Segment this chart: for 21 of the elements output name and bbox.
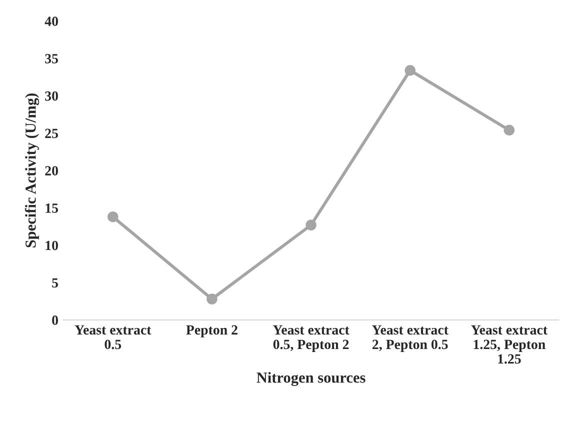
point: [206, 294, 218, 304]
x-tick-label: Yeast extract 2, Pepton 0.5: [372, 325, 448, 352]
point: [108, 211, 118, 222]
y-tick-label: 20: [45, 166, 58, 176]
x-tick-label: Yeast extract 1.25, Pepton 1.25: [471, 325, 548, 364]
point: [504, 124, 515, 136]
y-tick-label: 30: [45, 91, 58, 101]
y-tick-label: 40: [44, 16, 58, 26]
y-axis-title: Specific Activity (U/mg): [24, 94, 40, 248]
x-tick-label: Yeast extract 0.5, Pepton 2: [272, 325, 350, 352]
x-axis-title: Nitrogen sources: [256, 372, 366, 386]
x-tick-label: Pepton 2: [186, 325, 238, 338]
y-tick-label: 0: [52, 316, 58, 325]
y-tick-label: 10: [46, 240, 58, 250]
point: [404, 64, 416, 76]
point: [306, 220, 316, 230]
y-tick-label: 25: [45, 128, 58, 138]
y-tick-label: 15: [46, 204, 58, 213]
y-tick-label: 5: [52, 278, 58, 288]
x-tick-label: Yeast extract 0.5: [74, 325, 152, 350]
y-tick-label: 35: [45, 54, 58, 64]
